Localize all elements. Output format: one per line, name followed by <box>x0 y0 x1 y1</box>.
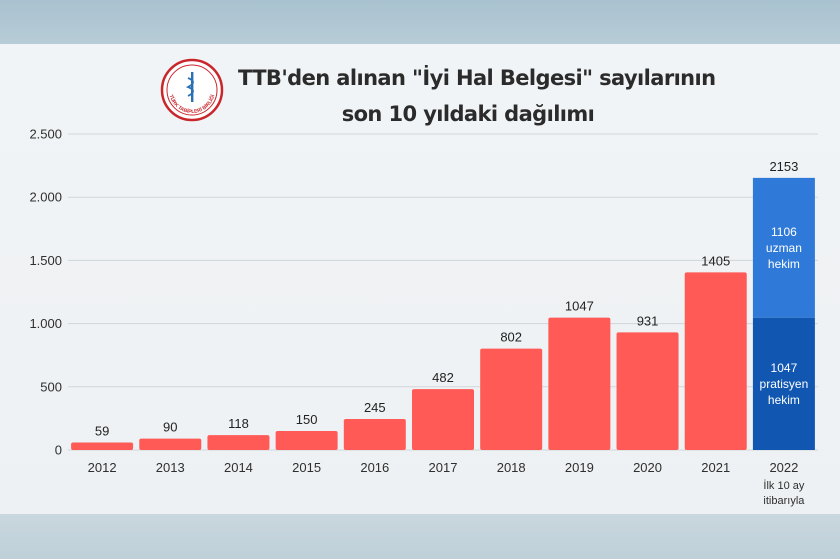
ttb-logo-icon: TÜRK TABİPLERİ BİRLİĞİ <box>160 58 224 122</box>
x-tick-label: 2022 <box>769 460 798 475</box>
bar <box>343 419 406 450</box>
bar <box>480 348 543 450</box>
x-tick-label: 2014 <box>224 460 253 475</box>
x-axis-labels: 2012 2013 2014 2015 2016 2017 2018 2019 2020 2021… <box>88 460 806 507</box>
title-line-2: son 10 yıldaki dağılımı <box>341 102 595 126</box>
value-labels: 59 90 118 150 245 482 802 1047 931 1405 1047 pratis… <box>95 159 808 439</box>
segment-label: hekim <box>768 393 800 407</box>
x-tick-label: 2021 <box>701 460 730 475</box>
segment-label: hekim <box>768 257 800 271</box>
segment-label: pratisyen <box>760 377 809 391</box>
x-note-label: İlk 10 ay <box>763 479 804 492</box>
bar <box>412 389 474 450</box>
segment-label: uzman <box>766 241 802 255</box>
bar <box>275 431 338 450</box>
x-tick-label: 2016 <box>360 460 389 475</box>
value-label: 118 <box>228 416 249 431</box>
value-label: 150 <box>296 412 318 427</box>
bar <box>548 317 611 450</box>
value-label: 90 <box>163 420 177 435</box>
value-label: 482 <box>432 370 454 385</box>
y-tick-label: 2.000 <box>29 190 62 205</box>
y-axis-ticks: 0 500 1.000 1.500 2.000 2.500 <box>29 127 62 458</box>
chart-title: TTB'den alınan "İyi Hal Belgesi" sayılar… <box>238 60 716 132</box>
x-tick-label: 2017 <box>429 460 458 475</box>
x-tick-label: 2018 <box>497 460 526 475</box>
stacked-bar-segment <box>752 317 815 450</box>
bar <box>616 332 679 450</box>
value-label: 245 <box>364 400 386 415</box>
segment-label: 1047 <box>771 361 798 375</box>
bar <box>207 435 270 450</box>
value-label: 59 <box>95 424 109 439</box>
x-tick-label: 2020 <box>633 460 662 475</box>
bottom-band <box>0 514 840 559</box>
y-tick-label: 0 <box>55 443 62 458</box>
bars <box>71 177 815 450</box>
value-label: 802 <box>500 330 522 345</box>
title-line-1: TTB'den alınan "İyi Hal Belgesi" sayılar… <box>238 66 716 90</box>
value-label: 931 <box>637 313 659 328</box>
bar <box>684 272 747 450</box>
value-label: 1047 <box>565 299 594 314</box>
x-tick-label: 2013 <box>156 460 185 475</box>
top-band <box>0 0 840 44</box>
y-tick-label: 500 <box>40 379 62 394</box>
bar <box>71 442 134 450</box>
segment-label: 1106 <box>771 225 797 239</box>
x-tick-label: 2015 <box>292 460 321 475</box>
x-tick-label: 2012 <box>88 460 117 475</box>
value-label: 2153 <box>769 159 798 174</box>
y-tick-label: 1.000 <box>29 316 62 331</box>
x-tick-label: 2019 <box>565 460 594 475</box>
x-note-label: itibarıyla <box>763 495 805 507</box>
bar <box>139 438 202 450</box>
value-label: 1405 <box>701 253 730 268</box>
stacked-bar-segment <box>752 177 815 318</box>
y-tick-label: 2.500 <box>29 127 62 142</box>
y-tick-label: 1.500 <box>29 253 62 268</box>
